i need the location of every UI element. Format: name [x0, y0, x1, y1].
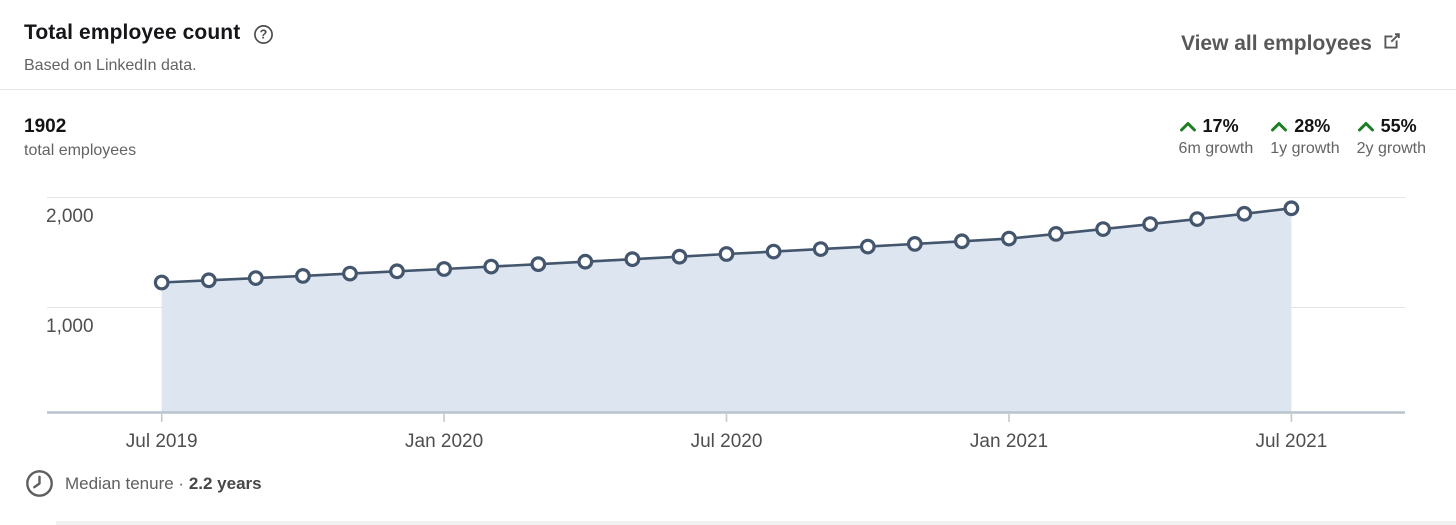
data-point[interactable]: [624, 251, 641, 268]
data-point[interactable]: [718, 246, 735, 262]
growth-6m-label: 6m growth: [1178, 140, 1254, 157]
header: Total employee count ?: [24, 21, 274, 45]
data-point[interactable]: [153, 274, 170, 291]
data-point[interactable]: [1001, 230, 1017, 247]
growth-2y-value: 55%: [1380, 116, 1417, 136]
total-employee-value: 1902: [24, 116, 67, 137]
growth-6m: 17% 6m growth: [1179, 116, 1254, 158]
external-link-icon: [1382, 31, 1402, 57]
data-point[interactable]: [389, 263, 405, 280]
x-axis-label: Jul 2021: [1255, 431, 1327, 452]
section-divider: [56, 521, 1456, 525]
svg-text:?: ?: [260, 27, 268, 41]
data-point[interactable]: [247, 270, 264, 286]
median-tenure: Median tenure · 2.2 years: [25, 469, 262, 498]
growth-1y-value: 28%: [1294, 116, 1331, 136]
data-point[interactable]: [954, 233, 970, 250]
data-point[interactable]: [671, 248, 688, 265]
data-point[interactable]: [530, 256, 547, 273]
data-point[interactable]: [906, 236, 923, 252]
median-tenure-value: 2.2 years: [188, 473, 262, 493]
clock-icon: [25, 469, 54, 498]
data-point[interactable]: [483, 258, 500, 275]
y-axis-label: 2,000: [46, 206, 94, 227]
growth-1y: 28% 1y growth: [1270, 116, 1339, 158]
median-tenure-label: Median tenure ·: [65, 473, 185, 493]
view-all-label: View all employees: [1180, 32, 1372, 55]
data-point[interactable]: [1142, 216, 1159, 232]
data-point[interactable]: [1283, 200, 1300, 217]
data-point[interactable]: [342, 265, 358, 282]
header-divider: [0, 89, 1456, 90]
data-point[interactable]: [1189, 211, 1206, 227]
data-point[interactable]: [200, 272, 217, 289]
growth-6m-value: 17%: [1202, 116, 1239, 136]
growth-1y-label: 1y growth: [1270, 140, 1340, 157]
x-axis-label: Jan 2020: [405, 431, 483, 452]
x-axis-label: Jul 2020: [691, 431, 763, 452]
data-point[interactable]: [436, 261, 453, 277]
subtitle: Based on LinkedIn data.: [24, 57, 197, 74]
page-title: Total employee count: [24, 21, 241, 44]
data-point[interactable]: [1095, 221, 1111, 237]
x-axis-label: Jul 2019: [126, 431, 198, 452]
y-axis-label: 1,000: [46, 316, 94, 337]
growth-2y: 55% 2y growth: [1357, 116, 1426, 158]
employee-count-chart: 2,000 1,000 Jul 2019 Jan 2020 Jul 2020 Jan 20…: [46, 197, 1405, 452]
data-point[interactable]: [295, 267, 311, 284]
data-point[interactable]: [812, 241, 829, 257]
growth-up-icon: [1179, 120, 1197, 133]
data-point[interactable]: [1048, 226, 1064, 242]
help-icon[interactable]: ?: [253, 24, 274, 45]
area-fill: [161, 208, 1292, 413]
data-point[interactable]: [577, 253, 594, 270]
growth-up-icon: [1357, 120, 1375, 133]
total-employee-label: total employees: [24, 142, 137, 159]
view-all-employees-link[interactable]: View all employees: [1181, 31, 1402, 57]
data-point[interactable]: [765, 243, 782, 260]
data-point[interactable]: [1236, 205, 1253, 222]
x-axis-label: Jan 2021: [970, 431, 1048, 452]
data-point[interactable]: [859, 238, 876, 255]
growth-2y-label: 2y growth: [1356, 140, 1426, 157]
growth-up-icon: [1270, 120, 1288, 133]
growth-stats: 17% 6m growth 28% 1y growth 55% 2y growt…: [1179, 116, 1426, 158]
